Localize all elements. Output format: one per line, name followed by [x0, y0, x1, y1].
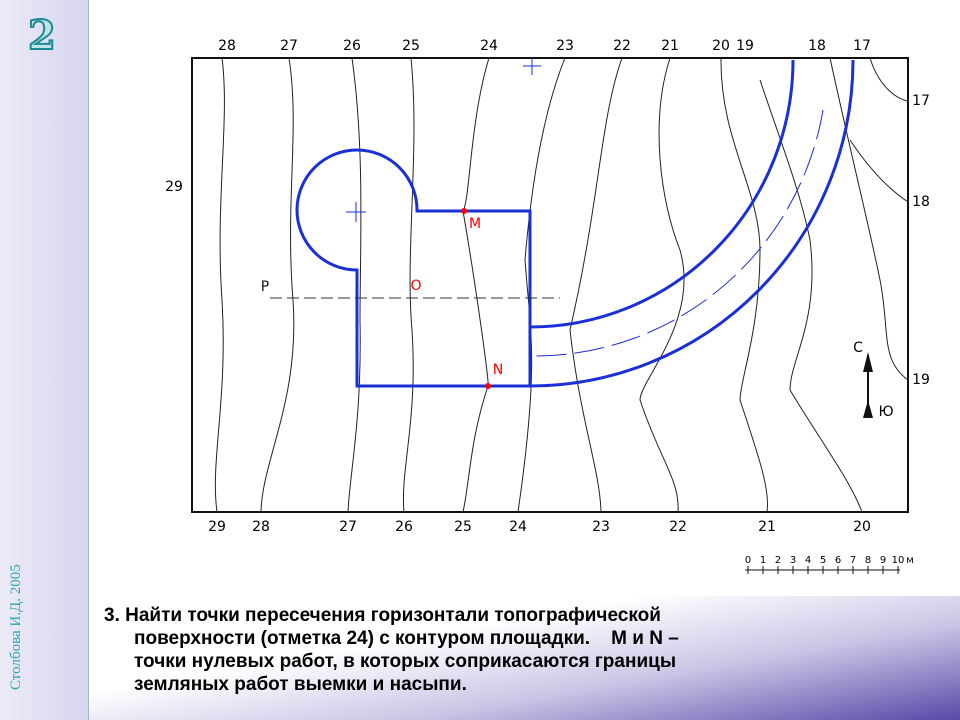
point-m: [461, 208, 467, 214]
point-label: N: [493, 362, 503, 378]
contour-label: 18: [912, 194, 930, 210]
contour-label: 27: [280, 38, 298, 54]
contour-label: 25: [402, 38, 420, 54]
scale-label: 0: [745, 555, 751, 566]
contour-label: 19: [736, 38, 754, 54]
contour-label: 20: [853, 519, 871, 535]
caption: 3. Найти точки пересечения горизонтали т…: [104, 604, 679, 696]
scale-label: 4: [805, 555, 811, 566]
contour-label: 22: [669, 519, 687, 535]
caption-line: земляных работ выемки и насыпи.: [134, 674, 467, 695]
scale-unit: м: [906, 555, 914, 566]
compass-north: С: [853, 340, 863, 356]
contour-label: 23: [556, 38, 574, 54]
contour-label: 24: [480, 38, 498, 54]
point-label: O: [410, 278, 421, 294]
scale-label: 1: [760, 555, 766, 566]
contour-label: 22: [613, 38, 631, 54]
contour-label: 29: [165, 179, 183, 195]
caption-band: [89, 596, 960, 720]
contour-label: 26: [395, 519, 413, 535]
scale-label: 9: [880, 555, 886, 566]
contour-label: 24: [509, 519, 527, 535]
contour-label: 25: [454, 519, 472, 535]
contour-label: 28: [218, 38, 236, 54]
caption-line: точки нулевых работ, в которых соприкаса…: [134, 651, 677, 672]
side-panel: [0, 0, 89, 720]
scale-label: 6: [835, 555, 841, 566]
contour-label: 27: [339, 519, 357, 535]
contours: [214, 57, 909, 513]
contour-label: 28: [252, 519, 270, 535]
point-label: P: [261, 279, 269, 295]
caption-line: 3. Найти точки пересечения горизонтали т…: [104, 605, 661, 626]
frame: [191, 57, 909, 513]
contour-label: 18: [808, 38, 826, 54]
center-marks: [346, 57, 541, 222]
scale-label: 10: [892, 555, 905, 566]
slide-number: 2: [27, 11, 57, 60]
contour-label: 23: [592, 519, 610, 535]
contour-label: 19: [912, 372, 930, 388]
scale-label: 7: [850, 555, 856, 566]
contour-label: 20: [712, 38, 730, 54]
compass: [863, 352, 873, 418]
contour-label: 21: [661, 38, 679, 54]
compass-south: Ю: [878, 404, 893, 420]
scale-label: 3: [790, 555, 796, 566]
contour-label: 29: [208, 519, 226, 535]
point-n: [485, 383, 491, 389]
contour-label: 21: [758, 519, 776, 535]
scale-label: 5: [820, 555, 826, 566]
contour-label: 17: [853, 38, 871, 54]
contour-label: 17: [912, 93, 930, 109]
platform: [295, 59, 855, 388]
scale-label: 8: [865, 555, 871, 566]
scale-label: 2: [775, 555, 781, 566]
caption-line: поверхности (отметка 24) с контуром площ…: [134, 628, 679, 649]
point-label: M: [469, 216, 481, 232]
contour-label: 26: [343, 38, 361, 54]
